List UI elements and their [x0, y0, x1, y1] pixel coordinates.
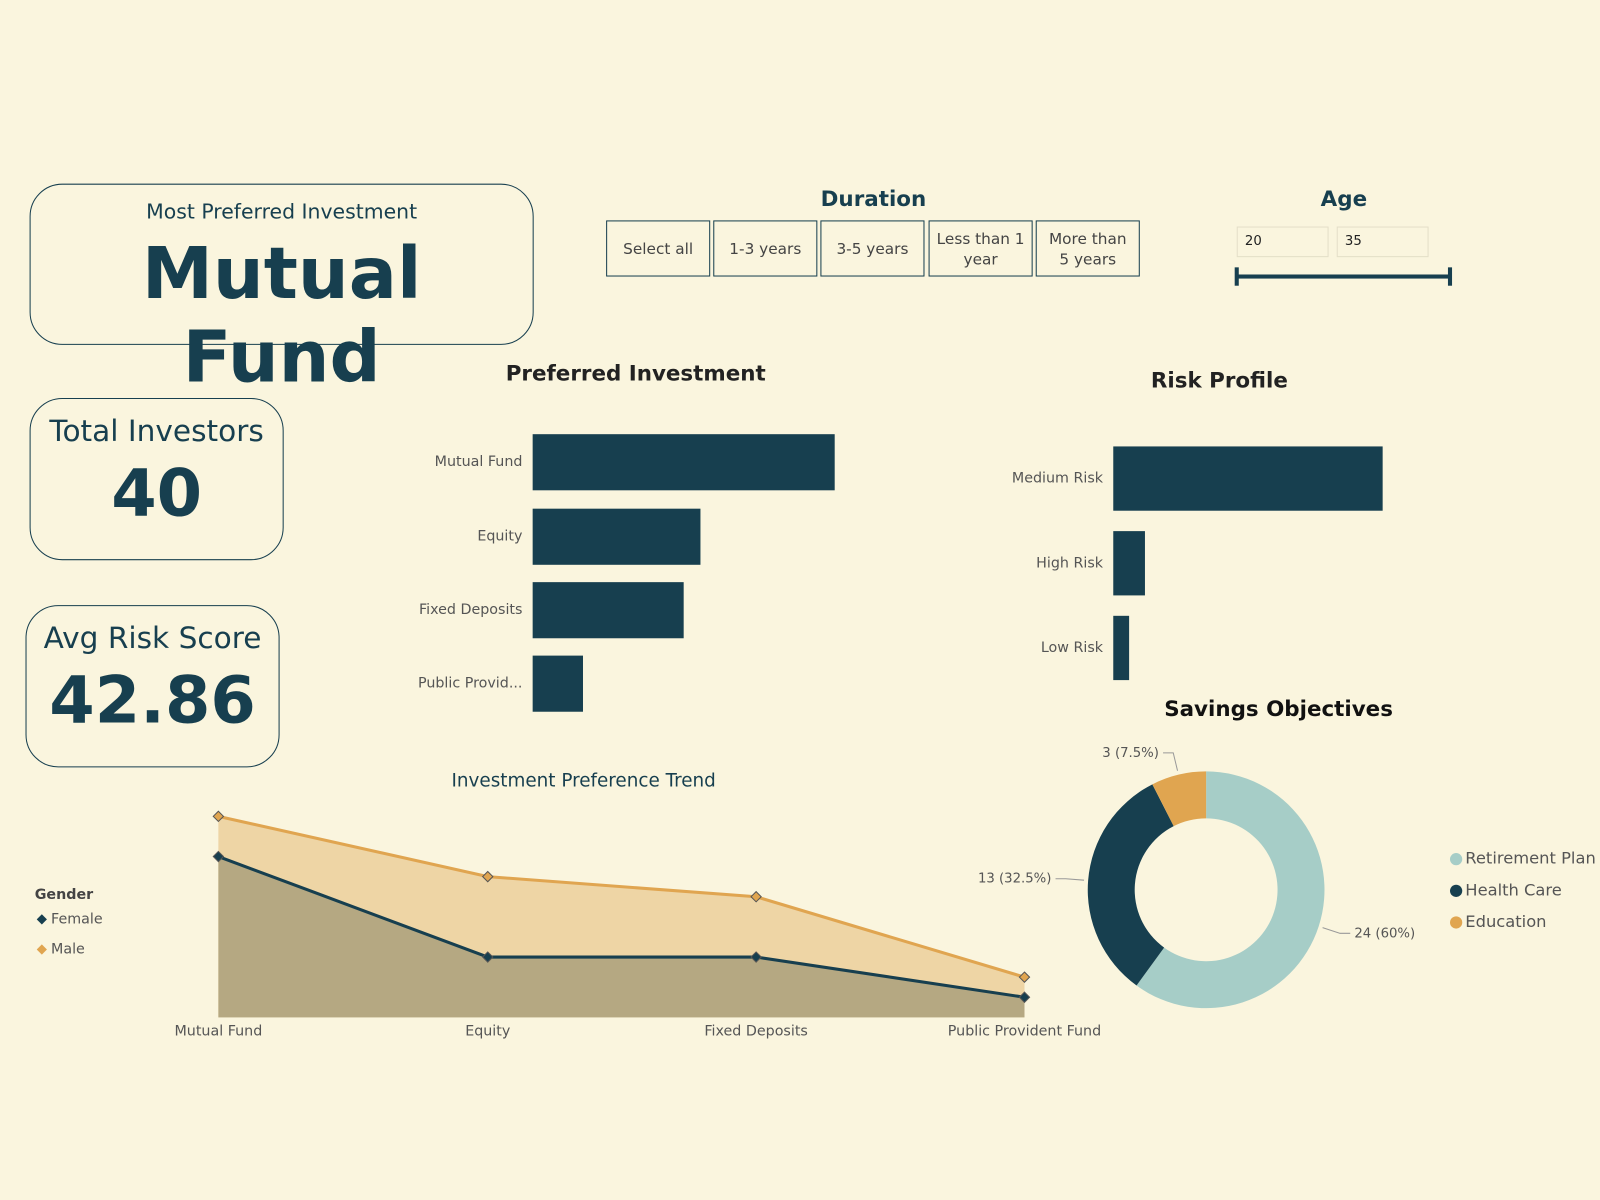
legend-marker: [1449, 916, 1463, 929]
bar: [532, 434, 835, 491]
legend-marker: [36, 914, 47, 925]
slicer-title: Duration: [820, 186, 927, 212]
marker: [1018, 971, 1031, 983]
y-tick-label: Medium Risk: [1012, 471, 1104, 487]
donut-slice: [1087, 784, 1174, 986]
legend-label: Female: [51, 911, 103, 927]
card-title: Avg Risk Score: [43, 620, 262, 656]
x-tick-label: Public Provident Fund: [948, 1024, 1101, 1040]
legend-marker: [1449, 853, 1463, 866]
legend-label: Retirement Plan: [1465, 849, 1596, 868]
chart-title: Savings Objectives: [1164, 697, 1393, 722]
line: [218, 814, 1025, 979]
card-value: Mutual Fund: [141, 231, 422, 399]
leader-line: [1163, 752, 1179, 771]
slicer-option[interactable]: 1-3 years: [713, 220, 818, 277]
x-tick-label: Equity: [465, 1024, 511, 1040]
card-value: 42.86: [49, 663, 256, 739]
bar: [532, 582, 684, 639]
marker: [481, 951, 494, 963]
y-tick-label: Mutual Fund: [435, 454, 523, 470]
legend-marker: [36, 944, 47, 955]
card-title: Most Preferred Investment: [146, 198, 418, 224]
y-tick-label: High Risk: [1036, 555, 1104, 571]
legend-label: Male: [51, 941, 85, 957]
donut-slice: [1136, 771, 1325, 1009]
kpi-card: Most Preferred Investment Mutual Fund: [29, 183, 534, 399]
data-label: 24 (60%): [1354, 926, 1415, 941]
data-label: 3 (7.5%): [1102, 746, 1159, 761]
marker: [750, 951, 762, 963]
marker: [212, 810, 225, 823]
chart-title: Preferred Investment: [506, 361, 766, 386]
y-tick-label: Public Provid...: [418, 676, 522, 692]
age-min[interactable]: 20: [1236, 226, 1329, 258]
area: [218, 856, 1025, 1018]
legend-marker: [1449, 884, 1463, 897]
donut-slice: [1152, 771, 1207, 827]
x-tick-label: Fixed Deposits: [704, 1024, 807, 1040]
chart-title: Risk Profile: [1151, 369, 1288, 394]
card-title: Total Investors: [49, 413, 264, 448]
bar: [1113, 531, 1145, 596]
legend-title: Gender: [35, 887, 93, 903]
y-tick-label: Equity: [477, 529, 523, 545]
slicer-title: Age: [1320, 186, 1368, 212]
kpi-card: Avg Risk Score 42.86: [25, 605, 280, 768]
marker: [212, 850, 225, 863]
bar: [1113, 615, 1130, 681]
y-tick-label: Low Risk: [1041, 640, 1104, 656]
kpi-card: Total Investors 40: [29, 397, 284, 561]
age-handle[interactable]: [1447, 267, 1453, 286]
data-label: 13 (32.5%): [978, 872, 1052, 887]
slicer-option[interactable]: Less than 1 year: [928, 220, 1033, 277]
leader-line: [1322, 927, 1351, 934]
age-range-track[interactable]: [1236, 274, 1452, 279]
slicer-option[interactable]: 3-5 years: [820, 220, 925, 277]
marker: [1018, 991, 1031, 1004]
line: [217, 855, 1025, 999]
bar: [532, 508, 701, 565]
bar: [532, 655, 583, 712]
slicer-option[interactable]: Select all: [606, 220, 711, 277]
leader-line: [1055, 878, 1085, 881]
y-tick-label: Fixed Deposits: [419, 602, 522, 618]
chart-title: Investment Preference Trend: [452, 771, 716, 792]
card-value: 40: [111, 456, 203, 532]
legend-label: Education: [1465, 912, 1546, 931]
legend-label: Health Care: [1465, 880, 1562, 899]
marker: [481, 870, 494, 883]
x-tick-label: Mutual Fund: [174, 1024, 262, 1040]
age-handle[interactable]: [1234, 267, 1239, 286]
bar: [1113, 446, 1383, 511]
age-max[interactable]: 35: [1336, 226, 1429, 258]
marker: [750, 890, 762, 903]
slicer-option[interactable]: More than 5 years: [1035, 220, 1140, 277]
